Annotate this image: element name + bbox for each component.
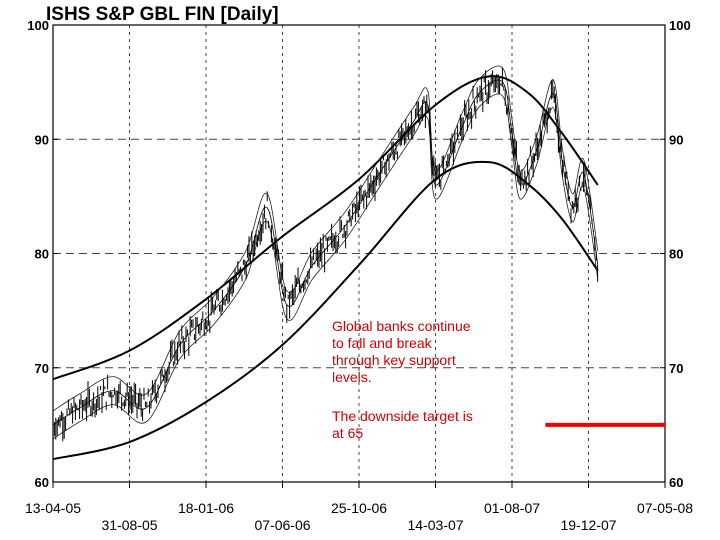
y-tick-label-left: 80 <box>35 247 49 262</box>
upper-band-line <box>52 75 599 381</box>
y-tick-label-right: 80 <box>669 247 683 262</box>
x-tick-label: 07-05-08 <box>637 500 693 516</box>
x-tick-label: 01-08-07 <box>484 500 540 516</box>
y-tick-label-left: 70 <box>35 361 49 376</box>
x-tick-label: 19-12-07 <box>560 517 616 533</box>
price-series <box>52 67 599 442</box>
x-tick-label: 14-03-07 <box>407 517 463 533</box>
lower-band-line <box>52 160 599 461</box>
y-tick-label-right: 60 <box>669 475 683 490</box>
x-tick-label: 07-06-06 <box>254 517 310 533</box>
price-trend-line <box>52 79 599 426</box>
y-tick-label-left: 90 <box>35 132 49 147</box>
annotation-target-line-2: at 65 <box>332 425 363 441</box>
envelope-bands <box>52 65 599 461</box>
x-tick-label: 31-08-05 <box>101 517 157 533</box>
chart-title: ISHS S&P GBL FIN [Daily] <box>46 4 279 25</box>
annotation-main-line-3: through key support <box>332 352 456 368</box>
annotation-main-line-4: levels. <box>332 369 372 385</box>
x-axis-ticks: 13-04-05 18-01-06 25-10-06 01-08-07 07-05-08… <box>25 482 693 533</box>
x-tick-label: 25-10-06 <box>331 500 387 516</box>
y-axis-ticks: 60 60 70 70 80 80 90 90 100 100 <box>27 18 690 490</box>
y-tick-label-left: 60 <box>35 475 49 490</box>
x-tick-label: 18-01-06 <box>178 500 234 516</box>
annotation-main-line-1: Global banks continue <box>332 318 471 334</box>
x-tick-label: 13-04-05 <box>25 500 81 516</box>
y-tick-label-left: 100 <box>27 18 49 33</box>
y-tick-label-right: 70 <box>669 361 683 376</box>
annotation-main-line-2: to fall and break <box>332 335 433 351</box>
annotation-target-line-1: The downside target is <box>332 408 473 424</box>
y-tick-label-right: 90 <box>669 132 683 147</box>
y-tick-label-right: 100 <box>669 18 691 33</box>
annotation-target: The downside target is at 65 <box>332 408 477 441</box>
inner-upper-band-line <box>52 65 599 412</box>
annotation-main: Global banks continue to fall and break … <box>332 318 474 385</box>
